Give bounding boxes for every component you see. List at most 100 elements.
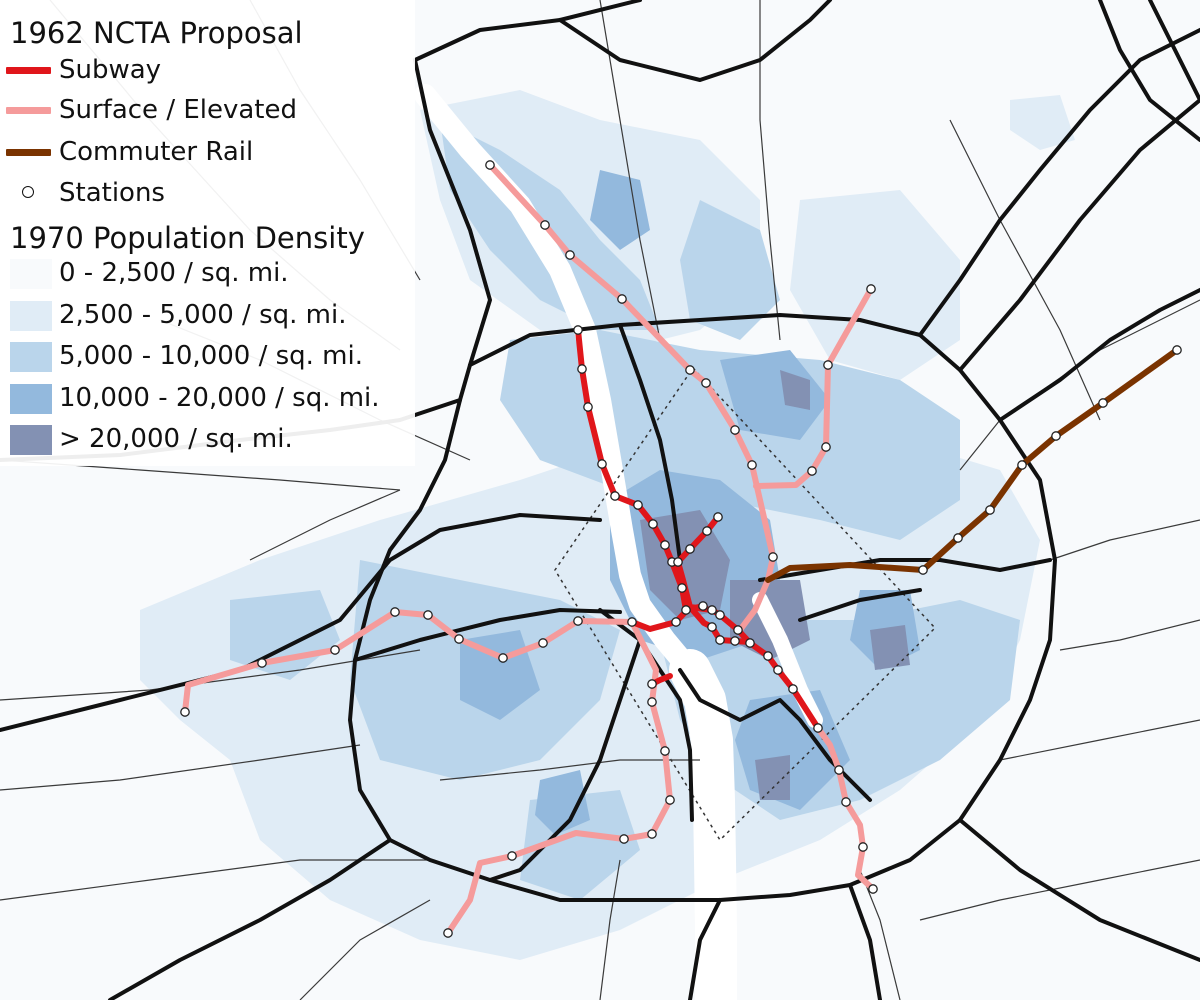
density-patch [720, 350, 830, 440]
station-marker [918, 565, 928, 575]
station-marker [619, 834, 629, 844]
subway-line-swatch [6, 67, 51, 74]
density-patch [780, 370, 810, 410]
legend-density-label: 2,500 - 5,000 / sq. mi. [59, 300, 347, 330]
station-marker [647, 697, 657, 707]
surface-elevated-line [753, 286, 874, 489]
station-marker [671, 617, 681, 627]
station-marker [677, 583, 687, 593]
minor-road [1049, 519, 1200, 561]
map-legend: 1962 NCTA Proposal Subway Surface / Elev… [0, 0, 415, 466]
station-marker [1172, 345, 1182, 355]
density-patch [755, 755, 790, 800]
station-marker [985, 505, 995, 515]
station-marker [868, 884, 878, 894]
highway [558, 0, 832, 82]
station-marker [617, 294, 627, 304]
density-swatch [10, 425, 52, 455]
legend-density-label: 0 - 2,500 / sq. mi. [59, 258, 289, 288]
station-marker [698, 601, 708, 611]
highway [488, 638, 642, 882]
station-marker [813, 723, 823, 733]
station-marker [498, 653, 508, 663]
station-marker [507, 851, 517, 861]
minor-road [999, 719, 1200, 761]
surface-line-swatch [6, 107, 51, 114]
legend-item-surface-label: Surface / Elevated [59, 95, 297, 125]
station-marker [773, 665, 783, 675]
station-marker [715, 635, 725, 645]
highway [1098, 0, 1200, 142]
density-swatch [10, 384, 52, 414]
station-marker [423, 610, 433, 620]
station-marker [443, 928, 453, 938]
station-marker [583, 402, 593, 412]
station-marker [702, 526, 712, 536]
station-marker [673, 557, 683, 567]
subway-line [629, 604, 753, 645]
station-marker [180, 707, 190, 717]
station-marker [390, 607, 400, 617]
legend-item-commuter-rail: Commuter Rail [0, 134, 415, 170]
highway [998, 288, 1200, 422]
density-patch [230, 590, 340, 680]
station-marker [866, 284, 876, 294]
density-patch [535, 770, 590, 835]
station-marker [733, 625, 743, 635]
station-marker [633, 500, 643, 510]
station-marker [730, 636, 740, 646]
station-marker [821, 442, 831, 452]
station-marker [330, 645, 340, 655]
legend-density-class: 5,000 - 10,000 / sq. mi. [0, 338, 415, 374]
highway [918, 28, 1200, 337]
highway [1148, 0, 1200, 102]
legend-item-stations-label: Stations [59, 178, 165, 208]
highway [798, 588, 922, 622]
legend-density-title: 1970 Population Density [10, 221, 365, 255]
highway [413, 0, 642, 62]
station-marker [681, 605, 691, 615]
legend-item-stations: Stations [0, 175, 415, 211]
highway [848, 883, 882, 1000]
highway [758, 558, 1052, 582]
legend-density-class: 0 - 2,500 / sq. mi. [0, 255, 415, 291]
density-patch [1010, 95, 1075, 150]
station-marker [597, 459, 607, 469]
station-marker [807, 466, 817, 476]
station-marker [707, 605, 717, 615]
station-marker [257, 658, 267, 668]
highway [0, 513, 602, 732]
station-marker [763, 651, 773, 661]
station-marker [538, 638, 548, 648]
station-marker [788, 684, 798, 694]
highway [353, 608, 622, 662]
stations-layer [180, 160, 1182, 938]
station-marker [713, 512, 723, 522]
legend-density-class: > 20,000 / sq. mi. [0, 421, 415, 457]
minor-road [439, 759, 700, 781]
station-marker [834, 765, 844, 775]
highway [958, 98, 1200, 372]
station-marker [573, 616, 583, 626]
station-marker [745, 638, 755, 648]
station-marker [485, 160, 495, 170]
legend-density-label: 5,000 - 10,000 / sq. mi. [59, 341, 364, 371]
station-marker [730, 425, 740, 435]
minor-road [599, 859, 621, 1000]
station-marker [627, 617, 637, 627]
minor-road [0, 859, 430, 901]
station-marker [747, 460, 757, 470]
station-marker [647, 679, 657, 689]
minor-road [599, 0, 661, 341]
surface-elevated-line [815, 725, 876, 892]
station-marker [685, 365, 695, 375]
highway [618, 323, 682, 562]
minor-road [249, 489, 401, 561]
station-marker [858, 842, 868, 852]
station-marker [540, 220, 550, 230]
station-marker [823, 360, 833, 370]
highway [598, 608, 694, 822]
station-marker [573, 325, 583, 335]
station-marker [1098, 398, 1108, 408]
